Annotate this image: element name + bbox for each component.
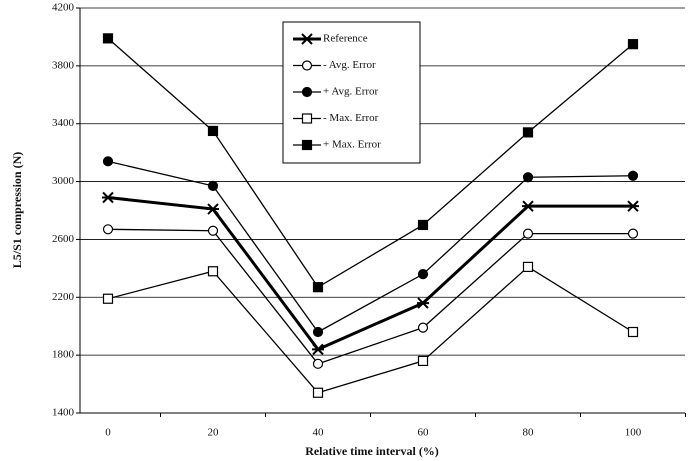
x-tick-label: 20 — [208, 427, 220, 439]
marker — [627, 39, 639, 50]
marker — [627, 326, 639, 338]
marker — [312, 387, 324, 398]
x-tick-label: 0 — [105, 427, 111, 439]
marker — [627, 200, 639, 212]
marker — [417, 269, 429, 280]
marker — [417, 297, 429, 309]
legend-label: + Max. Error — [323, 139, 381, 151]
y-tick-label: 1800 — [52, 349, 75, 361]
y-axis-title: L5/S1 compression (N) — [10, 152, 24, 268]
marker — [301, 113, 313, 124]
marker — [417, 355, 429, 367]
x-axis-title: Relative time interval (%) — [305, 444, 439, 458]
marker — [301, 60, 313, 71]
x-tick-label: 80 — [523, 427, 535, 439]
marker — [627, 170, 639, 181]
marker — [627, 228, 639, 239]
series-line — [107, 228, 633, 365]
marker — [102, 224, 114, 235]
y-tick-label: 3400 — [52, 117, 75, 129]
marker — [207, 225, 219, 236]
marker — [417, 322, 429, 333]
y-tick-label: 3800 — [52, 59, 75, 71]
marker — [207, 180, 219, 192]
marker — [417, 219, 429, 231]
y-tick-label: 2600 — [52, 233, 75, 245]
series-line — [107, 37, 634, 289]
legend-label: - Avg. Error — [323, 59, 376, 71]
marker — [301, 86, 313, 98]
marker — [102, 33, 114, 44]
x-tick-label: 60 — [418, 427, 430, 439]
marker — [312, 358, 324, 369]
marker — [522, 172, 534, 183]
marker — [301, 33, 313, 45]
marker — [207, 266, 219, 277]
marker — [312, 326, 324, 338]
marker — [207, 203, 219, 215]
marker — [522, 261, 534, 273]
marker — [522, 200, 534, 212]
legend-label: + Avg. Error — [323, 86, 379, 98]
series-line — [107, 160, 634, 333]
x-tick-label: 100 — [625, 427, 642, 439]
legend-label: - Max. Error — [323, 112, 379, 124]
x-tick-label: 40 — [313, 427, 325, 439]
series-line — [107, 195, 633, 352]
marker — [522, 127, 534, 138]
marker — [102, 156, 114, 167]
y-tick-label: 3000 — [52, 175, 75, 187]
marker — [312, 282, 324, 293]
y-tick-label: 1400 — [52, 407, 75, 419]
marker — [207, 125, 219, 137]
marker — [102, 293, 114, 304]
marker — [102, 191, 114, 204]
y-tick-label: 4200 — [52, 2, 75, 14]
marker — [522, 228, 534, 239]
legend-label: Reference — [323, 33, 368, 45]
marker — [301, 139, 313, 151]
series-line — [107, 266, 634, 394]
y-tick-label: 2200 — [52, 291, 75, 303]
marker — [312, 343, 324, 356]
